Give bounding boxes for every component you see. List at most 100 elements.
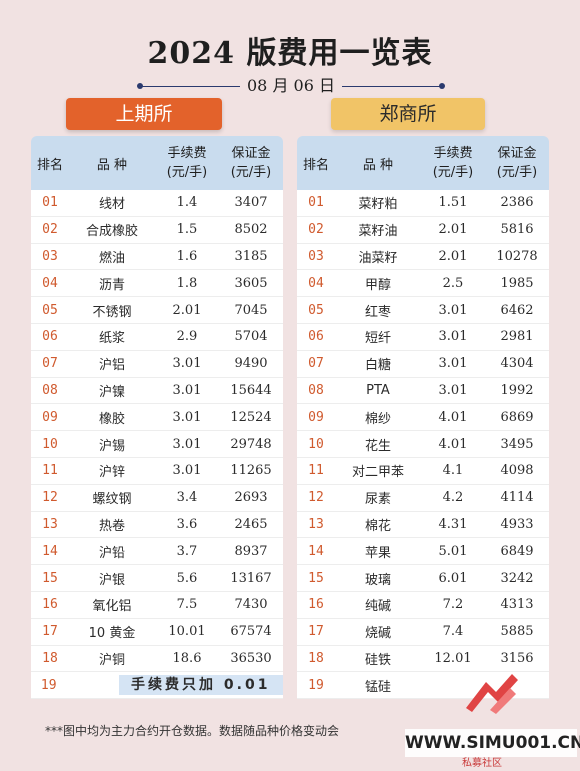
- fee-cell: 4.31: [438, 516, 468, 532]
- fee-cell: 1.8: [176, 275, 198, 291]
- fee-cell: 3.01: [172, 463, 202, 479]
- rank-cell: 03: [308, 248, 324, 264]
- variety-cell: 沪镍: [98, 384, 125, 400]
- fee-cell: 6.01: [438, 570, 468, 586]
- header-margin: 保证金 (元/手): [219, 144, 283, 182]
- table-row: 16 纯碱 7.2 4313: [297, 592, 549, 619]
- rank-cell: 16: [308, 597, 324, 613]
- variety-cell: 沪锡: [98, 438, 125, 454]
- rank-cell: 14: [308, 543, 324, 559]
- margin-cell: 67574: [230, 624, 272, 640]
- page-title: 2024 版费用一览表: [147, 36, 433, 71]
- variety-cell: 沪铜: [98, 652, 125, 668]
- fee-cell: 7.5: [176, 597, 198, 613]
- table-row: 05 不锈钢 2.01 7045: [31, 297, 283, 324]
- rank-cell: 13: [308, 516, 324, 532]
- variety-cell: 不锈钢: [92, 304, 132, 320]
- date-divider-right: [342, 83, 445, 89]
- table-row: 14 沪铅 3.7 8937: [31, 538, 283, 566]
- variety-cell: 纸浆: [98, 331, 125, 347]
- fee-cell: 7.2: [442, 597, 464, 613]
- rank-cell: 10: [42, 436, 58, 452]
- table-row: 01 线材 1.4 3407: [31, 190, 283, 217]
- margin-cell: 3242: [500, 570, 534, 586]
- fee-cell: 5.01: [438, 543, 468, 559]
- fee-cell: 7.4: [442, 624, 464, 640]
- table-row: 15 玻璃 6.01 3242: [297, 565, 549, 592]
- margin-cell: 8937: [234, 543, 268, 559]
- variety-cell: 沪银: [98, 572, 125, 588]
- table-row: 13 热卷 3.6 2465: [31, 512, 283, 539]
- fee-cell: 3.7: [176, 543, 198, 559]
- fee-cell: 3.01: [438, 302, 468, 318]
- footnote: ***图中均为主力合约开仓数据。数据随品种价格变动会: [45, 724, 340, 738]
- rank-cell: 03: [42, 248, 58, 264]
- rank-cell: 16: [42, 597, 58, 613]
- table-body: 01 菜籽粕 1.51 2386 02 菜籽油 2.01 5816 03 油菜籽 2.01 10278…: [297, 190, 549, 700]
- variety-cell: 纯碱: [364, 599, 391, 615]
- simu-logo-icon: [466, 674, 518, 714]
- table-row: 07 白糖 3.01 4304: [297, 351, 549, 378]
- fee-cell: 3.01: [438, 329, 468, 345]
- margin-cell: 5816: [500, 222, 534, 238]
- rank-cell: 07: [308, 356, 324, 372]
- variety-cell: 螺纹钢: [92, 492, 132, 508]
- fee-cell: 2.01: [438, 222, 468, 238]
- margin-cell: 2386: [500, 195, 534, 211]
- rank-cell: 02: [42, 222, 58, 238]
- table-row: 02 菜籽油 2.01 5816: [297, 217, 549, 244]
- header-margin-title: 保证金: [231, 146, 271, 161]
- rank-cell: 12: [42, 490, 58, 506]
- margin-cell: 3495: [500, 436, 534, 452]
- table-row: 19 锰硅: [297, 672, 549, 700]
- table-row: 09 橡胶 3.01 12524: [31, 404, 283, 432]
- table-row: 14 苹果 5.01 6849: [297, 538, 549, 566]
- table-row: 04 沥青 1.8 3605: [31, 270, 283, 298]
- rank-cell: 15: [42, 570, 58, 586]
- variety-cell: 尿素: [364, 492, 391, 508]
- table-header: 排名 品 种 手续费 (元/手) 保证金 (元/手): [31, 136, 283, 190]
- rank-cell: 11: [42, 463, 58, 479]
- margin-cell: 11265: [230, 463, 272, 479]
- variety-cell: 白糖: [364, 358, 391, 374]
- fee-cell: 12.01: [434, 650, 472, 666]
- fee-cell: 3.01: [172, 436, 202, 452]
- variety-cell: 花生: [364, 438, 391, 454]
- variety-cell: 氧化铝: [92, 599, 132, 615]
- table-header: 排名 品 种 手续费 (元/手) 保证金 (元/手): [297, 136, 549, 190]
- variety-cell: 油菜籽: [358, 250, 398, 266]
- variety-cell: 线材: [98, 197, 125, 213]
- margin-cell: 4098: [500, 463, 534, 479]
- variety-cell: 沪锌: [98, 465, 125, 481]
- rank-cell: 17: [42, 624, 58, 640]
- rank-cell: 17: [308, 624, 324, 640]
- variety-cell: 合成橡胶: [85, 224, 138, 240]
- variety-cell: 棉花: [364, 518, 391, 534]
- rank-cell: 19: [40, 677, 57, 693]
- rank-cell: 10: [308, 436, 324, 452]
- margin-cell: 5704: [234, 329, 268, 345]
- table-row: 11 沪锌 3.01 11265: [31, 458, 283, 485]
- header-rank: 排名: [302, 157, 329, 173]
- header-fee-unit: (元/手): [432, 165, 474, 180]
- margin-cell: 15644: [230, 382, 272, 398]
- header-fee: 手续费 (元/手): [421, 144, 485, 182]
- margin-cell: 6462: [500, 302, 534, 318]
- table-row: 15 沪银 5.6 13167: [31, 565, 283, 592]
- fee-cell: 3.01: [172, 356, 202, 372]
- margin-cell: 9490: [234, 356, 268, 372]
- header-margin-title: 保证金: [497, 146, 537, 161]
- fee-note: 手续费只加 0.01: [118, 675, 283, 696]
- variety-cell: 橡胶: [98, 411, 125, 427]
- header-fee-title: 手续费: [167, 146, 207, 161]
- margin-cell: 4304: [500, 356, 534, 372]
- rank-cell: 09: [42, 409, 58, 425]
- margin-cell: 36530: [230, 650, 272, 666]
- rank-cell: 01: [42, 195, 58, 211]
- date-divider-left: [137, 83, 240, 89]
- shfe-fee-table: 排名 品 种 手续费 (元/手) 保证金 (元/手) 01 线材 1.4 3407 02…: [31, 136, 283, 700]
- margin-cell: 4114: [500, 490, 534, 506]
- table-row: 10 花生 4.01 3495: [297, 431, 549, 458]
- header-margin: 保证金 (元/手): [485, 144, 549, 182]
- header-rank: 排名: [36, 157, 63, 173]
